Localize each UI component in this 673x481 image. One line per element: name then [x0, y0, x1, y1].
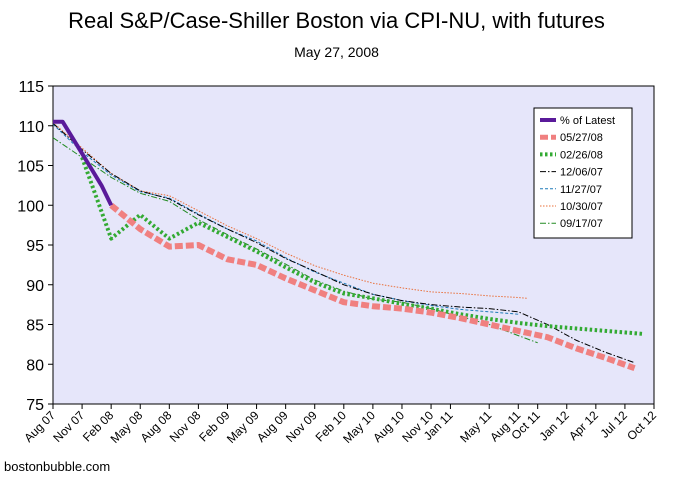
legend-label: 11/27/07	[560, 184, 602, 196]
y-tick-label: 115	[18, 79, 44, 96]
y-tick-label: 75	[26, 397, 44, 414]
chart-title: Real S&P/Case-Shiller Boston via CPI-NU,…	[68, 8, 605, 33]
y-tick-label: 90	[26, 278, 44, 295]
x-tick-label: Aug 10	[370, 408, 407, 445]
legend-label: 10/30/07	[560, 201, 603, 213]
series-layer	[52, 119, 645, 372]
series-line--of-latest	[53, 119, 113, 207]
x-tick-label: Jul 12	[597, 408, 630, 441]
legend-label: 02/26/08	[560, 149, 603, 161]
chart-subtitle: May 27, 2008	[294, 44, 379, 60]
x-tick-label: Nov 09	[283, 408, 320, 445]
x-tick-label: Aug 09	[254, 408, 291, 445]
series-line-02-26-08	[80, 156, 645, 336]
x-tick-label: May 09	[224, 408, 262, 446]
footer-credit: bostonbubble.com	[4, 459, 111, 474]
y-axis: 75 80 85 90 95 100 105 110 115	[17, 79, 53, 414]
legend-label: 12/06/07	[560, 167, 603, 179]
legend-box	[533, 107, 633, 239]
x-tick-label: May 08	[108, 408, 146, 446]
x-tick-label: Nov 08	[167, 408, 204, 445]
x-tick-label: Jan 12	[537, 408, 573, 444]
x-tick-label: Oct 12	[624, 408, 659, 443]
y-tick-label: 80	[26, 357, 44, 374]
x-tick-label: May 11	[457, 408, 494, 445]
y-tick-label: 110	[18, 119, 44, 136]
legend-label: 09/17/07	[560, 218, 603, 230]
series-line-11-27-07	[52, 123, 519, 315]
y-tick-label: 105	[17, 159, 44, 176]
x-tick-label: May 10	[340, 408, 378, 446]
legend-label: % of Latest	[560, 115, 615, 127]
y-tick-label: 100	[17, 198, 44, 215]
series-line-05-27-08	[109, 202, 636, 372]
x-tick-label: Nov 07	[50, 408, 87, 445]
series-line-12-06-07	[52, 123, 635, 364]
y-tick-label: 85	[26, 318, 44, 335]
x-tick-label: Aug 08	[138, 408, 175, 445]
legend: % of Latest 05/27/08 02/26/08 12/06/07 11/27…	[533, 107, 633, 239]
y-tick-label: 95	[26, 238, 44, 255]
x-tick-label: Apr 12	[566, 408, 601, 443]
legend-label: 05/27/08	[560, 132, 603, 144]
